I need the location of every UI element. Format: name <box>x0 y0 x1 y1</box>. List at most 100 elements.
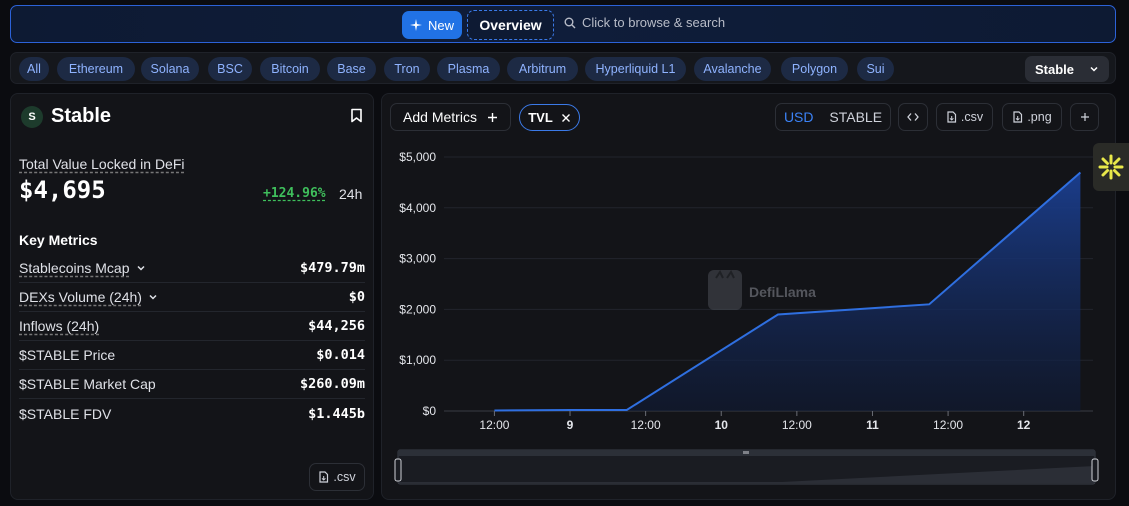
overview-button[interactable]: Overview <box>467 10 554 40</box>
metric-label: $STABLE Market Cap <box>19 376 156 392</box>
x-tick-label: 9 <box>567 418 574 432</box>
tvl-change: +124.96% <box>263 186 326 201</box>
chain-pill-sui[interactable]: Sui <box>857 57 894 81</box>
chart-add-button[interactable] <box>1070 103 1099 131</box>
tvl-label: Total Value Locked in DeFi <box>19 156 185 172</box>
y-tick-label: $2,000 <box>399 302 436 316</box>
slider-grip-icon[interactable] <box>743 451 749 454</box>
unit-toggle: USD STABLE <box>775 103 891 131</box>
metric-label: Stablecoins Mcap <box>19 260 130 276</box>
metric-row-token-mcap: $STABLE Market Cap $260.09m <box>19 370 365 399</box>
sparkle-icon <box>1098 154 1124 180</box>
watermark-text: DefiLlama <box>749 284 816 300</box>
tvl-series-line <box>494 171 1082 412</box>
chart-png-button[interactable]: .png <box>1002 103 1062 131</box>
unit-usd-option[interactable]: USD <box>783 109 814 125</box>
file-icon <box>1013 111 1023 123</box>
chain-pill-arbitrum[interactable]: Arbitrum <box>507 57 578 81</box>
metric-value: $1.445b <box>308 405 365 422</box>
metric-value: $0.014 <box>316 347 365 363</box>
chain-pill-base[interactable]: Base <box>327 57 376 81</box>
tvl-chip-label: TVL <box>528 110 553 125</box>
metric-row-stablecoins-mcap[interactable]: Stablecoins Mcap $479.79m <box>19 254 365 283</box>
y-tick-label: $4,000 <box>399 201 436 215</box>
y-tick-label: $0 <box>423 404 437 418</box>
chain-pill-bsc[interactable]: BSC <box>208 57 252 81</box>
search-bar[interactable]: Click to browse & search <box>564 15 725 30</box>
chain-pill-bitcoin[interactable]: Bitcoin <box>260 57 320 81</box>
metric-value: $44,256 <box>308 318 365 334</box>
x-tick-label: 12:00 <box>479 418 509 432</box>
chevron-down-icon <box>1090 66 1098 72</box>
new-button[interactable]: New <box>402 11 462 39</box>
unit-stable-option[interactable]: STABLE <box>829 109 883 125</box>
metric-row-inflows: Inflows (24h) $44,256 <box>19 312 365 341</box>
y-tick-label: $1,000 <box>399 353 436 367</box>
defillama-watermark: DefiLlama <box>708 270 816 310</box>
sparkle-icon <box>409 19 422 31</box>
file-icon <box>319 471 329 483</box>
chain-pill-ethereum[interactable]: Ethereum <box>57 57 135 81</box>
chain-filter-bar: All Ethereum Solana BSC Bitcoin Base Tro… <box>10 52 1116 84</box>
tvl-chart[interactable]: DefiLlama $0 $1,000 $2,000 $3,000 $4,000 $5,0… <box>382 94 1117 501</box>
close-icon[interactable] <box>561 113 571 123</box>
bookmark-icon <box>351 108 362 123</box>
chevron-down-icon <box>136 265 145 271</box>
x-tick-label: 12:00 <box>631 418 661 432</box>
plus-icon <box>487 112 497 122</box>
tvl-area-fill <box>494 172 1081 411</box>
chart-panel: Add Metrics TVL USD STABLE .csv .png <box>381 93 1116 500</box>
chart-png-label: .png <box>1027 110 1052 124</box>
protocol-logo: S <box>21 106 43 128</box>
key-metrics-list: Stablecoins Mcap $479.79m DEXs Volume (2… <box>19 254 365 428</box>
protocol-summary-panel: S Stable Total Value Locked in DeFi $4,6… <box>10 93 374 500</box>
plus-icon <box>1080 113 1089 121</box>
metric-label: Inflows (24h) <box>19 318 100 334</box>
metric-row-token-price: $STABLE Price $0.014 <box>19 341 365 370</box>
search-icon <box>564 17 576 28</box>
metric-value: $479.79m <box>299 260 365 276</box>
metric-label: $STABLE Price <box>19 347 116 363</box>
tvl-period: 24h <box>339 186 363 202</box>
x-tick-label: 12:00 <box>782 418 812 432</box>
slider-handle-left[interactable] <box>394 458 402 482</box>
x-tick-label: 12:00 <box>933 418 963 432</box>
add-metrics-button[interactable]: Add Metrics <box>390 103 511 131</box>
metric-row-token-fdv: $STABLE FDV $1.445b <box>19 399 365 428</box>
chart-csv-label: .csv <box>960 110 984 124</box>
x-tick-label: 10 <box>715 418 729 432</box>
protocol-name: Stable <box>51 105 112 127</box>
code-icon <box>907 113 919 121</box>
chain-pill-plasma[interactable]: Plasma <box>437 57 500 81</box>
metric-value: $0 <box>348 289 365 305</box>
top-nav-bar: New Overview Click to browse & search <box>10 5 1116 43</box>
metric-row-dex-volume[interactable]: DEXs Volume (24h) $0 <box>19 283 365 312</box>
chain-pill-avalanche[interactable]: Avalanche <box>694 57 771 81</box>
file-icon <box>947 111 956 123</box>
llama-logo-icon <box>708 270 742 310</box>
chart-csv-button[interactable]: .csv <box>936 103 993 131</box>
y-tick-label: $3,000 <box>399 252 436 266</box>
slider-preview-area <box>399 466 1095 483</box>
chain-pill-tron[interactable]: Tron <box>384 57 430 81</box>
chain-pill-hyperliquid[interactable]: Hyperliquid L1 <box>585 57 686 81</box>
chain-pill-all[interactable]: All <box>19 57 49 81</box>
x-tick-label: 12 <box>1017 418 1031 432</box>
chain-select-value: Stable <box>1035 61 1075 77</box>
metric-value: $260.09m <box>299 376 365 392</box>
chain-pill-polygon[interactable]: Polygon <box>781 57 848 81</box>
download-csv-button[interactable]: .csv <box>309 463 365 491</box>
chain-pill-solana[interactable]: Solana <box>141 57 199 81</box>
tvl-metric-chip[interactable]: TVL <box>519 104 580 131</box>
chart-zoom-slider[interactable] <box>394 449 1099 485</box>
embed-button[interactable] <box>898 103 928 131</box>
slider-handle-right[interactable] <box>1091 458 1099 482</box>
bookmark-button[interactable] <box>350 108 363 126</box>
search-placeholder: Click to browse & search <box>582 15 726 30</box>
chain-select[interactable]: Stable <box>1025 56 1109 82</box>
side-panel-toggle[interactable] <box>1093 143 1129 191</box>
metric-label: $STABLE FDV <box>19 405 112 422</box>
chevron-down-icon <box>149 294 157 300</box>
metric-label: DEXs Volume (24h) <box>19 289 142 305</box>
new-button-label: New <box>427 17 454 33</box>
